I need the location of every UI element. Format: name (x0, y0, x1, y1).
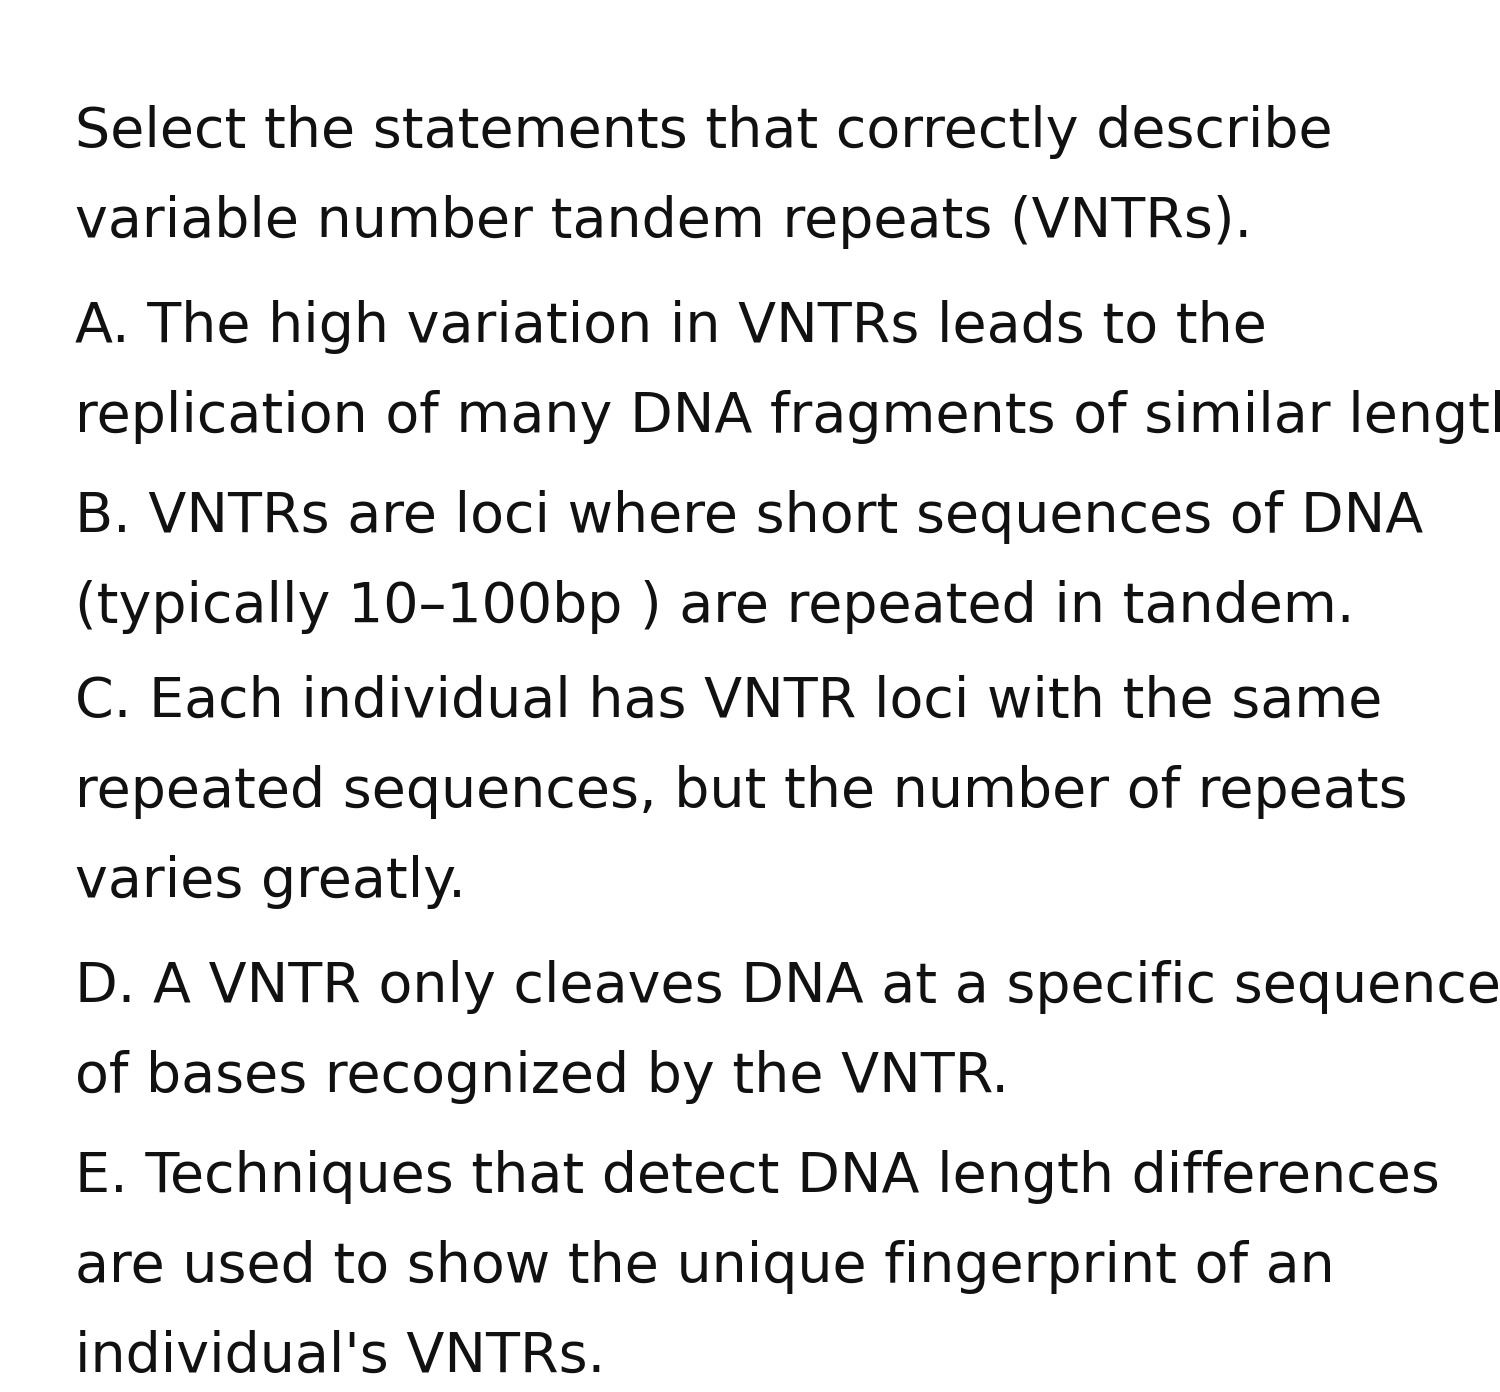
Text: of bases recognized by the VNTR.: of bases recognized by the VNTR. (75, 1050, 1010, 1104)
Text: replication of many DNA fragments of similar length.: replication of many DNA fragments of sim… (75, 390, 1500, 444)
Text: B. VNTRs are loci where short sequences of DNA: B. VNTRs are loci where short sequences … (75, 490, 1423, 544)
Text: A. The high variation in VNTRs leads to the: A. The high variation in VNTRs leads to … (75, 301, 1268, 354)
Text: varies greatly.: varies greatly. (75, 855, 466, 909)
Text: individual's VNTRs.: individual's VNTRs. (75, 1329, 604, 1384)
Text: D. A VNTR only cleaves DNA at a specific sequence: D. A VNTR only cleaves DNA at a specific… (75, 960, 1500, 1013)
Text: Select the statements that correctly describe: Select the statements that correctly des… (75, 104, 1332, 159)
Text: C. Each individual has VNTR loci with the same: C. Each individual has VNTR loci with th… (75, 675, 1383, 729)
Text: variable number tandem repeats (VNTRs).: variable number tandem repeats (VNTRs). (75, 195, 1252, 249)
Text: E. Techniques that detect DNA length differences: E. Techniques that detect DNA length dif… (75, 1150, 1440, 1204)
Text: repeated sequences, but the number of repeats: repeated sequences, but the number of re… (75, 766, 1407, 818)
Text: (typically 10–100bp ) are repeated in tandem.: (typically 10–100bp ) are repeated in ta… (75, 580, 1354, 633)
Text: are used to show the unique fingerprint of an: are used to show the unique fingerprint … (75, 1240, 1335, 1295)
